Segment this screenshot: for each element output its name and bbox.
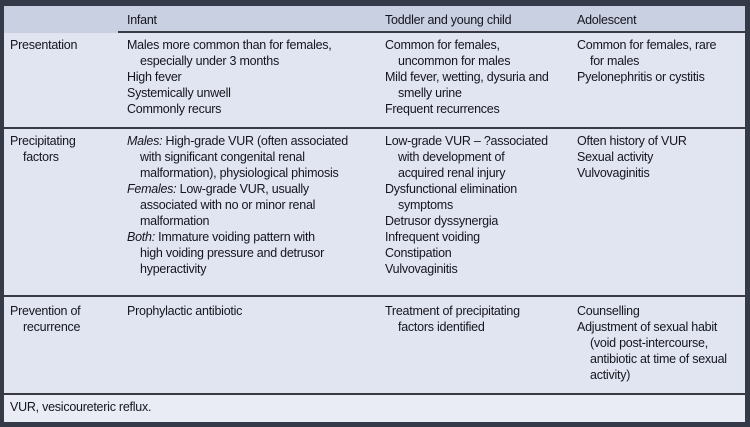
- cell-line: Often history of VUR: [577, 134, 687, 148]
- cell-line: Common for females,: [385, 38, 500, 52]
- cell-line: uncommon for males: [398, 54, 511, 68]
- cell-line: (void post-intercourse,: [590, 336, 708, 350]
- table-row: Precipitating factors Males: High-grade VU…: [4, 127, 745, 295]
- cell-line: Presentation: [10, 38, 78, 52]
- table-body: Presentation Males more common than for f…: [4, 33, 745, 393]
- cell-line: Females: Low-grade VUR, usually: [127, 182, 309, 196]
- table-cell: Treatment of precipitating factors identi…: [376, 297, 568, 393]
- header-empty-cell: [4, 6, 118, 33]
- row-label: Presentation: [4, 33, 118, 127]
- table-cell: Males: High-grade VUR (often associated w…: [118, 129, 376, 295]
- cell-line: factors: [23, 150, 59, 164]
- table-cell: Prophylactic antibiotic: [118, 297, 376, 393]
- cell-line: Vulvovaginitis: [577, 166, 650, 180]
- cell-line: factors identified: [398, 320, 485, 334]
- table-cell: Common for females, rare for males Pyelone…: [568, 33, 745, 127]
- cell-line: Males more common than for females,: [127, 38, 332, 52]
- cell-line: Counselling: [577, 304, 640, 318]
- header-adolescent: Adolescent: [568, 6, 745, 33]
- footnote-row: VUR, vesicoureteric reflux.: [4, 393, 745, 422]
- cell-line: malformation: [140, 214, 210, 228]
- cell-line: Vulvovaginitis: [385, 262, 458, 276]
- header-infant: Infant: [118, 6, 376, 33]
- cell-line: Prevention of: [10, 304, 81, 318]
- table-cell: Counselling Adjustment of sexual habit (vo…: [568, 297, 745, 393]
- cell-line: Systemically unwell: [127, 86, 231, 100]
- cell-line: acquired renal injury: [398, 166, 506, 180]
- table-header-row: Infant Toddler and young child Adolescen…: [4, 6, 745, 33]
- table-row: Prevention of recurrence Prophylactic anti…: [4, 295, 745, 393]
- cell-line: antibiotic at time of sexual: [590, 352, 727, 366]
- cell-line: Adjustment of sexual habit: [577, 320, 718, 334]
- cell-line: Common for females, rare: [577, 38, 717, 52]
- cell-line: smelly urine: [398, 86, 462, 100]
- cell-line: Low-grade VUR – ?associated: [385, 134, 548, 148]
- cell-line: Commonly recurs: [127, 102, 222, 116]
- table-row: Presentation Males more common than for f…: [4, 33, 745, 127]
- cell-line: Males: High-grade VUR (often associated: [127, 134, 348, 148]
- cell-line: Mild fever, wetting, dysuria and: [385, 70, 549, 84]
- cell-line: High fever: [127, 70, 182, 84]
- cell-line: Prophylactic antibiotic: [127, 304, 243, 318]
- cell-line: symptoms: [398, 198, 453, 212]
- footnote-text: VUR, vesicoureteric reflux.: [10, 400, 152, 414]
- cell-line: associated with no or minor renal: [140, 198, 316, 212]
- cell-line: Frequent recurrences: [385, 102, 500, 116]
- table-cell: Common for females, uncommon for males Mil…: [376, 33, 568, 127]
- cell-line: with development of: [398, 150, 505, 164]
- cell-line: for males: [590, 54, 640, 68]
- table-cell: Often history of VUR Sexual activity Vulvo…: [568, 129, 745, 295]
- cell-line: with significant congenital renal: [140, 150, 305, 164]
- cell-line: Sexual activity: [577, 150, 654, 164]
- row-label: Prevention of recurrence: [4, 297, 118, 393]
- cell-line: malformation), physiological phimosis: [140, 166, 339, 180]
- cell-line: hyperactivity: [140, 262, 207, 276]
- cell-line: Pyelonephritis or cystitis: [577, 70, 705, 84]
- cell-line: recurrence: [23, 320, 81, 334]
- cell-line: Treatment of precipitating: [385, 304, 520, 318]
- cell-line: high voiding pressure and detrusor: [140, 246, 324, 260]
- cell-line: Dysfunctional elimination: [385, 182, 518, 196]
- cell-line: activity): [590, 368, 631, 382]
- cell-line: especially under 3 months: [140, 54, 279, 68]
- cell-line: Infrequent voiding: [385, 230, 480, 244]
- header-toddler-and-young-child: Toddler and young child: [376, 6, 568, 33]
- cell-line: Both: Immature voiding pattern with: [127, 230, 315, 244]
- table-cell: Males more common than for females, espec…: [118, 33, 376, 127]
- cell-line: Constipation: [385, 246, 452, 260]
- table-cell: Low-grade VUR – ?associated with developm…: [376, 129, 568, 295]
- cell-line: Detrusor dyssynergia: [385, 214, 499, 228]
- cell-line: Precipitating: [10, 134, 76, 148]
- row-label: Precipitating factors: [4, 129, 118, 295]
